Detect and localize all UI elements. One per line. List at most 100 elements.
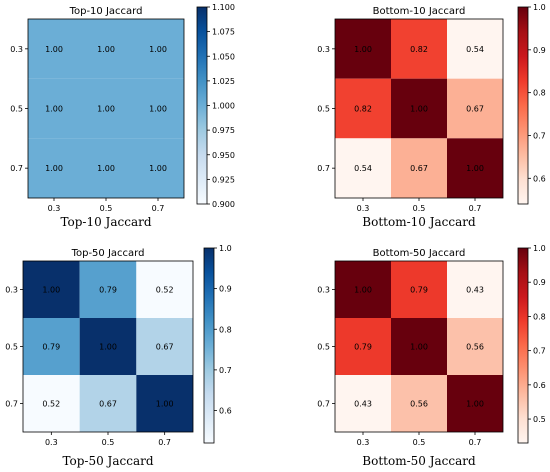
colorbar-tick-label: 1.025: [212, 77, 235, 86]
heatmap-cell: [136, 375, 193, 432]
x-tick-label: 0.7: [469, 438, 482, 447]
heatmap-cell: [447, 138, 503, 198]
heatmap-cell: [391, 78, 447, 139]
cell-value-label: 1.00: [45, 164, 63, 173]
cell-value-label: 1.00: [97, 164, 115, 173]
colorbar-tick-label: 0.6: [533, 381, 546, 390]
heatmap-cell: [136, 318, 193, 375]
heatmap-cell: [23, 318, 80, 375]
cell-value-label: 1.00: [45, 45, 63, 54]
cell-value-label: 0.79: [410, 286, 428, 295]
colorbar-tick-label: 0.5: [533, 415, 546, 424]
heatmap-cell: [447, 19, 503, 79]
cell-value-label: 0.79: [354, 343, 372, 352]
colorbar-tick-label: 1.100: [212, 3, 235, 12]
cell-value-label: 1.00: [354, 286, 372, 295]
y-tick-label: 0.5: [317, 343, 330, 352]
heatmap-cell: [447, 375, 503, 432]
cell-value-label: 0.56: [466, 343, 484, 352]
colorbar: 1.0 0.9 0.8 0.7 0.6 0.5: [517, 244, 546, 444]
heatmap-cell: [335, 318, 391, 375]
colorbar-tick-label: 0.9: [219, 285, 232, 294]
panel-title: Top-50 Jaccard: [71, 248, 145, 259]
cell-value-label: 0.67: [156, 343, 174, 352]
colorbar: 1.0 0.9 0.8 0.7 0.6: [517, 3, 546, 205]
heatmap-panel-1: Top-10 Jaccard 1.00 1.00 1.00 1.00 1.00 1.00 1.…: [10, 3, 235, 229]
cell-value-label: 0.79: [99, 286, 117, 295]
heatmap-cell: [28, 19, 80, 79]
cell-value-label: 0.43: [354, 400, 372, 409]
heatmap-cell: [335, 19, 391, 79]
colorbar-tick-label: 0.925: [212, 175, 235, 184]
cell-value-label: 0.79: [42, 343, 60, 352]
colorbar-tick-label: 0.975: [212, 126, 235, 135]
heatmap-cell: [136, 261, 193, 318]
colorbar-gradient: [517, 6, 529, 205]
colorbar-tick-label: 1.000: [212, 102, 235, 111]
y-tick-label: 0.7: [317, 400, 330, 409]
y-tick-label: 0.3: [10, 45, 23, 54]
colorbar-tick-label: 0.950: [212, 151, 235, 160]
cell-value-label: 1.00: [466, 164, 484, 173]
colorbar-tick-label: 0.9: [533, 46, 546, 55]
y-tick-label: 0.5: [317, 105, 330, 114]
x-tick-label: 0.7: [152, 204, 165, 213]
heatmap-cell: [391, 19, 447, 79]
colorbar-tick-label: 0.8: [219, 325, 232, 334]
colorbar-tick-label: 1.0: [533, 244, 546, 253]
x-tick-label: 0.3: [45, 438, 58, 447]
panel-title: Bottom-10 Jaccard: [373, 6, 466, 17]
heatmap-cell: [447, 318, 503, 375]
colorbar-tick-label: 0.7: [219, 366, 232, 375]
heatmap-cell: [447, 261, 503, 318]
cell-value-label: 0.67: [99, 400, 117, 409]
cell-value-label: 1.00: [410, 105, 428, 114]
x-tick-label: 0.3: [357, 438, 370, 447]
heatmap-cell: [447, 78, 503, 139]
heatmap-cell: [80, 138, 132, 198]
heatmap-panel-4: Bottom-50 Jaccard 1.00 0.79 0.43 0.79 1.00 0.5…: [317, 244, 545, 468]
x-tick-label: 0.5: [102, 438, 115, 447]
cell-value-label: 1.00: [466, 400, 484, 409]
colorbar: 1.0 0.9 0.8 0.7 0.6: [203, 244, 232, 444]
y-tick-label: 0.3: [317, 286, 330, 295]
cell-value-label: 1.00: [149, 45, 167, 54]
heatmap-cell: [391, 375, 447, 432]
panel-caption: Bottom-10 Jaccard: [362, 215, 476, 229]
heatmap-cell: [132, 138, 184, 198]
cell-value-label: 1.00: [45, 105, 63, 114]
x-tick-label: 0.7: [469, 204, 482, 213]
colorbar-tick-label: 0.6: [533, 174, 546, 183]
colorbar-tick-label: 1.050: [212, 52, 235, 61]
heatmap-cell: [79, 318, 137, 375]
x-tick-label: 0.7: [158, 438, 171, 447]
cell-value-label: 0.82: [410, 45, 428, 54]
x-tick-label: 0.3: [357, 204, 370, 213]
heatmap-cell: [335, 261, 391, 318]
colorbar-gradient: [203, 247, 215, 444]
heatmap-cell: [335, 375, 391, 432]
heatmap-cell: [23, 375, 80, 432]
heatmap-cell: [23, 261, 80, 318]
cell-value-label: 1.00: [99, 343, 117, 352]
cell-value-label: 0.56: [410, 400, 428, 409]
heatmap-panel-2: Bottom-10 Jaccard 1.00 0.82 0.54 0.82 1.00 0.6…: [317, 3, 545, 229]
y-tick-label: 0.5: [5, 343, 18, 352]
cell-value-label: 1.00: [149, 164, 167, 173]
heatmap-cell: [335, 138, 391, 198]
colorbar-tick-label: 0.7: [533, 347, 546, 356]
heatmap-cell: [79, 261, 137, 318]
panel-title: Top-10 Jaccard: [69, 6, 143, 17]
colorbar-tick-label: 1.075: [212, 28, 235, 37]
cell-value-label: 0.43: [466, 286, 484, 295]
cell-value-label: 0.52: [42, 400, 60, 409]
heatmap-panel-3: Top-50 Jaccard 1.00 0.79 0.52 0.79 1.00 0.67 0.…: [5, 244, 231, 468]
panel-caption: Top-10 Jaccard: [60, 215, 151, 229]
cell-value-label: 0.54: [354, 164, 372, 173]
cell-value-label: 0.52: [156, 286, 174, 295]
heatmap-cell: [391, 138, 447, 198]
cell-value-label: 0.54: [466, 45, 484, 54]
cell-value-label: 1.00: [354, 45, 372, 54]
x-tick-label: 0.5: [100, 204, 113, 213]
